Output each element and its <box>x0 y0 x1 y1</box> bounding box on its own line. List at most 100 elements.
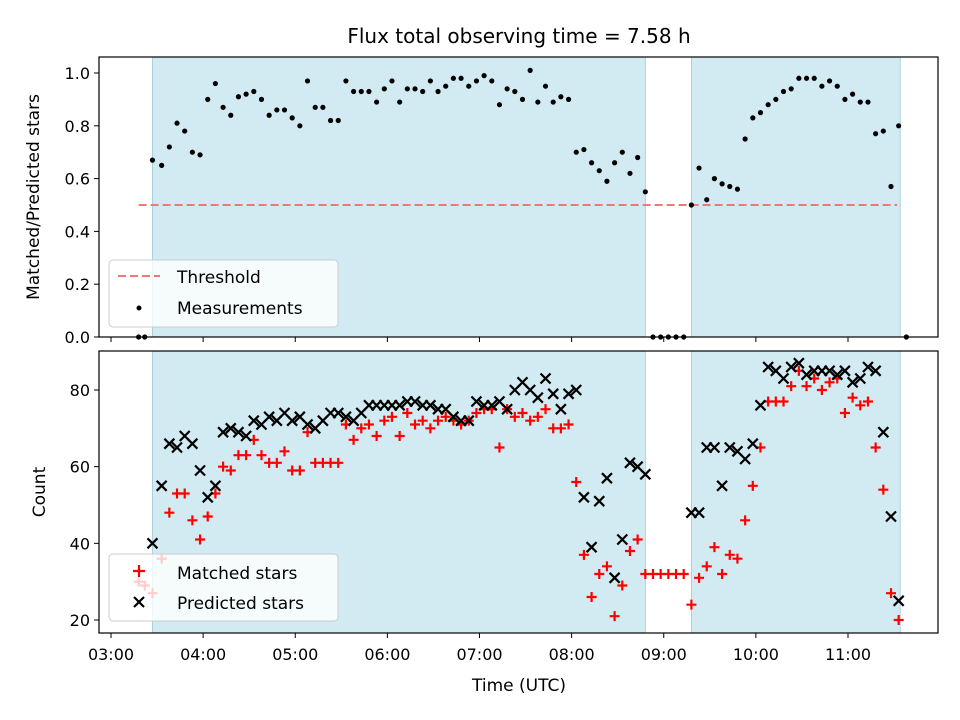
matched-point <box>847 392 858 403</box>
matched-point <box>786 381 797 392</box>
matched-point <box>893 615 904 625</box>
y-tick-label: 20 <box>70 611 90 630</box>
matched-point <box>179 488 190 499</box>
predicted-point <box>793 357 805 369</box>
matched-point <box>417 415 428 426</box>
count-legend: Matched stars Predicted stars <box>108 553 339 622</box>
predicted-point <box>739 453 751 465</box>
measurement-point <box>343 78 349 84</box>
measurement-point <box>642 189 648 195</box>
matched-point <box>870 442 881 453</box>
measurement-point <box>258 96 265 102</box>
measurement-point <box>596 168 602 174</box>
predicted-point <box>209 480 222 492</box>
matched-point <box>885 588 896 599</box>
measurement-point <box>727 183 733 190</box>
chart-title: Flux total observing time = 7.58 h <box>347 24 690 48</box>
count-panel-frame <box>98 350 939 634</box>
measurement-point <box>834 83 840 89</box>
measurement-point <box>381 86 387 92</box>
predicted-point <box>892 595 905 607</box>
measurement-point <box>481 73 487 79</box>
predicted-point <box>777 372 790 385</box>
measurement-point <box>473 78 480 84</box>
matched-point <box>694 572 705 583</box>
predicted-point <box>747 437 759 450</box>
y-tick-label: 0.0 <box>65 328 90 347</box>
y-tick-label: 60 <box>70 458 90 477</box>
measurement-point <box>174 120 180 126</box>
matched-point <box>609 611 620 622</box>
predicted-point <box>601 472 613 484</box>
measurement-point <box>366 88 372 95</box>
measurement-point <box>212 80 219 87</box>
measurement-point <box>588 160 595 166</box>
legend-matched-swatch <box>133 565 145 577</box>
matched-point <box>410 419 421 430</box>
measurement-point <box>704 197 710 203</box>
ratio-legend-box <box>108 259 339 328</box>
matched-point <box>778 396 789 407</box>
predicted-point <box>877 426 890 438</box>
predicted-point <box>301 418 314 431</box>
matched-point <box>801 381 812 392</box>
matched-point <box>394 431 405 441</box>
matched-point <box>256 450 267 461</box>
measurement-point <box>612 160 618 166</box>
measurement-point <box>757 110 764 116</box>
measurement-point <box>397 99 403 105</box>
count-y-axis-label: Count <box>30 466 50 517</box>
measurement-point <box>627 170 633 176</box>
measurement-point <box>243 91 249 97</box>
measurement-point <box>826 78 833 84</box>
predicted-point <box>286 414 298 427</box>
predicted-point <box>854 372 867 385</box>
predicted-point <box>846 376 859 389</box>
predicted-point <box>555 403 567 415</box>
measurement-point <box>335 117 341 124</box>
measurement-point <box>719 181 725 187</box>
measurement-point <box>873 131 879 137</box>
measurement-point <box>550 99 556 105</box>
predicted-point <box>762 361 774 373</box>
predicted-point <box>171 441 183 454</box>
predicted-point <box>754 399 767 412</box>
measurement-point <box>842 96 848 102</box>
measurement-point <box>803 75 810 81</box>
matched-point <box>471 408 482 418</box>
predicted-point <box>217 426 229 438</box>
matched-point <box>271 457 282 468</box>
measurement-point <box>182 128 188 134</box>
predicted-point <box>332 407 345 419</box>
measurement-point <box>742 136 748 142</box>
matched-point <box>509 411 520 422</box>
matched-point <box>740 515 751 526</box>
predicted-point <box>409 395 421 408</box>
y-ticks-top: 0.0 0.2 0.4 0.6 0.8 1.0 <box>65 64 99 347</box>
predicted-point <box>616 533 629 546</box>
measurement-point <box>166 144 172 150</box>
matched-point <box>241 450 252 461</box>
y-tick-label: 40 <box>70 534 90 553</box>
predicted-point <box>393 399 406 412</box>
measurement-point <box>565 96 572 102</box>
matched-point <box>594 569 605 579</box>
predicted-point <box>716 480 728 492</box>
measurement-point <box>205 96 211 102</box>
ratio-legend: Threshold Measurements <box>108 259 339 328</box>
predicted-point <box>723 441 736 454</box>
measurement-point <box>888 183 894 190</box>
matched-point <box>878 484 889 495</box>
legend-measurements-label: Measurements <box>177 299 303 319</box>
measurement-point <box>220 104 226 110</box>
measurement-point <box>711 176 718 182</box>
matched-point <box>379 415 390 426</box>
matched-point <box>402 408 413 418</box>
matched-point <box>494 442 505 453</box>
measurement-point <box>466 83 472 89</box>
measurement-point <box>443 83 449 89</box>
predicted-point <box>240 430 252 442</box>
matched-point <box>617 580 628 591</box>
measurement-point <box>880 128 886 134</box>
